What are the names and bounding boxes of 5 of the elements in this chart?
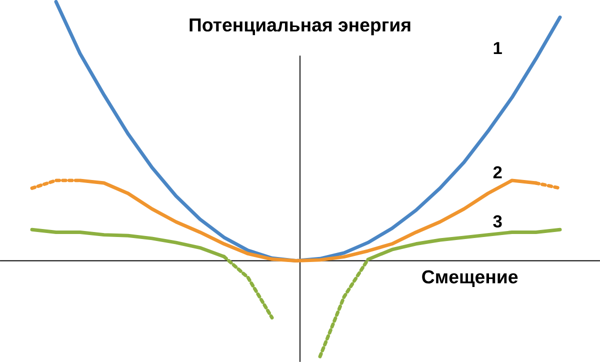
series-label: 1	[494, 42, 502, 54]
series-label: 2	[493, 166, 502, 178]
text: Потенциальная энергия	[190, 18, 410, 36]
x-axis-title: Смещение	[422, 270, 518, 287]
series-label: 3	[493, 215, 502, 228]
